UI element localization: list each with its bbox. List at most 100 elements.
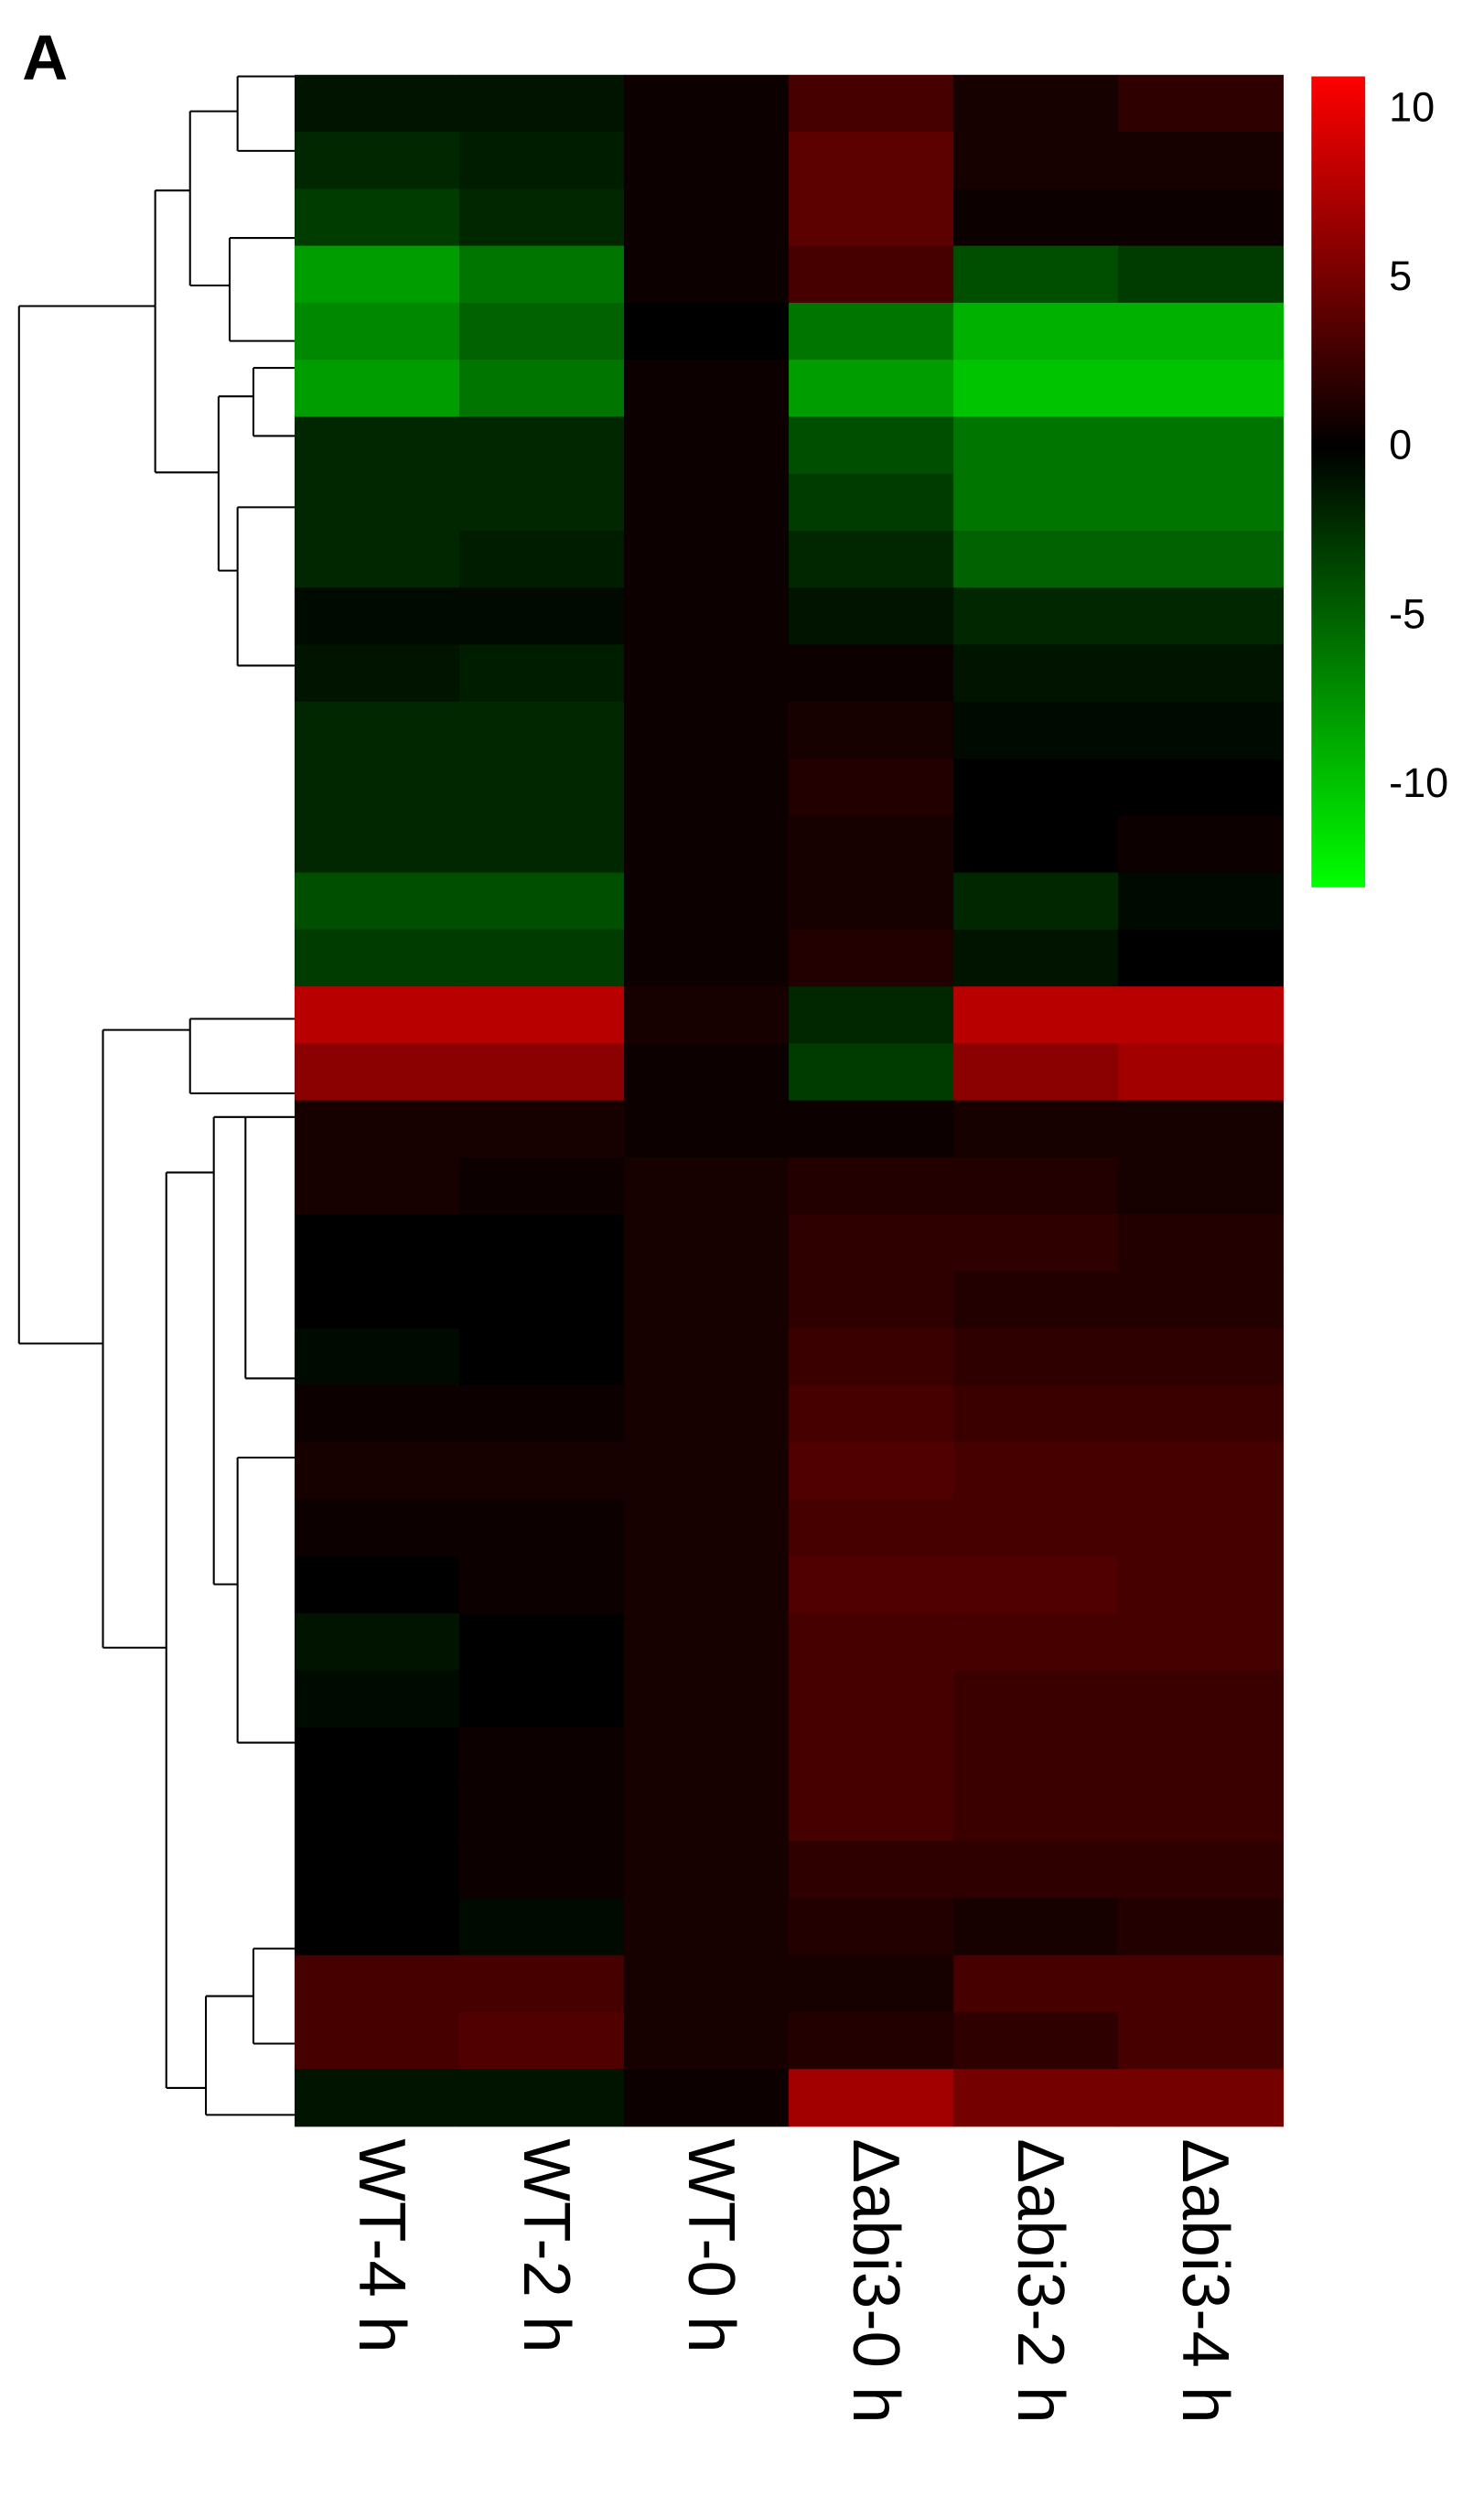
x-tick-label: WT-2 h bbox=[510, 2138, 584, 2352]
heatmap-cell bbox=[294, 2011, 460, 2071]
heatmap-cell bbox=[624, 1100, 790, 1158]
heatmap-cell bbox=[459, 1954, 625, 2013]
heatmap-cell bbox=[459, 360, 625, 418]
colorbar-tick-label: -10 bbox=[1389, 759, 1448, 806]
heatmap-cell bbox=[294, 188, 460, 247]
heatmap-cell bbox=[953, 1898, 1119, 1956]
heatmap-cell bbox=[624, 1841, 790, 1900]
heatmap-cell bbox=[1118, 416, 1285, 475]
heatmap-cell bbox=[953, 416, 1119, 475]
heatmap-cell bbox=[953, 644, 1119, 703]
heatmap-cell bbox=[953, 701, 1119, 759]
heatmap-cell bbox=[294, 759, 460, 817]
heatmap-cell bbox=[459, 815, 625, 874]
heatmap-cell bbox=[1118, 759, 1285, 817]
heatmap-cell bbox=[789, 2069, 954, 2127]
heatmap-cell bbox=[1118, 1783, 1285, 1843]
heatmap-cell bbox=[459, 245, 625, 304]
heatmap-cell bbox=[294, 1555, 460, 1614]
heatmap-cell bbox=[953, 986, 1119, 1045]
colorbar-tick-label: 0 bbox=[1389, 422, 1412, 468]
heatmap-cell bbox=[624, 1157, 790, 1216]
colorbar bbox=[1311, 76, 1366, 888]
heatmap-cell bbox=[459, 1555, 625, 1614]
heatmap-cell bbox=[294, 1727, 460, 1785]
x-tick-label: WT-4 h bbox=[345, 2138, 419, 2352]
heatmap-cell bbox=[1118, 302, 1285, 361]
heatmap-cell bbox=[459, 530, 625, 589]
heatmap-cell bbox=[294, 530, 460, 589]
heatmap-cell bbox=[789, 815, 954, 874]
heatmap-cell bbox=[459, 1670, 625, 1728]
heatmap-cell bbox=[789, 302, 954, 361]
heatmap-cell bbox=[459, 929, 625, 987]
heatmap-cell bbox=[459, 132, 625, 190]
heatmap-cell bbox=[624, 1954, 790, 2013]
heatmap-cell bbox=[1118, 929, 1285, 987]
heatmap-cell bbox=[789, 360, 954, 418]
panel-label: A bbox=[22, 22, 68, 93]
heatmap-cell bbox=[624, 986, 790, 1045]
heatmap-cell bbox=[624, 1727, 790, 1785]
heatmap-cell bbox=[953, 1214, 1119, 1273]
heatmap-cell bbox=[953, 132, 1119, 190]
heatmap-cell bbox=[1118, 587, 1285, 646]
heatmap-cell bbox=[294, 245, 460, 304]
heatmap-cell bbox=[1118, 1100, 1285, 1158]
heatmap-cell bbox=[459, 74, 625, 133]
heatmap-cell bbox=[294, 1841, 460, 1900]
heatmap-cell bbox=[953, 1555, 1119, 1614]
heatmap-cell bbox=[624, 1898, 790, 1956]
heatmap-cell bbox=[789, 1555, 954, 1614]
heatmap-cell bbox=[1118, 530, 1285, 589]
heatmap-cell bbox=[953, 1954, 1119, 2013]
heatmap-cell bbox=[294, 1157, 460, 1216]
x-tick-label: Δabi3-2 h bbox=[1004, 2138, 1078, 2423]
heatmap-cell bbox=[294, 473, 460, 532]
heatmap-cell bbox=[294, 1271, 460, 1329]
heatmap-cell bbox=[294, 1499, 460, 1557]
heatmap-cell bbox=[624, 188, 790, 247]
heatmap-cell bbox=[1118, 1157, 1285, 1216]
heatmap-cell bbox=[294, 587, 460, 646]
heatmap bbox=[294, 74, 1285, 2127]
heatmap-cell bbox=[294, 1100, 460, 1158]
heatmap-cell bbox=[294, 701, 460, 759]
heatmap-cell bbox=[459, 1898, 625, 1956]
heatmap-cell bbox=[459, 872, 625, 931]
heatmap-cell bbox=[459, 1157, 625, 1216]
heatmap-cell bbox=[953, 587, 1119, 646]
heatmap-cell bbox=[789, 1898, 954, 1956]
heatmap-cell bbox=[459, 1499, 625, 1557]
heatmap-cell bbox=[294, 872, 460, 931]
heatmap-cell bbox=[789, 986, 954, 1045]
heatmap-cell bbox=[624, 872, 790, 931]
heatmap-cell bbox=[624, 1328, 790, 1386]
heatmap-cell bbox=[789, 1100, 954, 1158]
heatmap-cell bbox=[789, 1954, 954, 2013]
heatmap-cell bbox=[294, 815, 460, 874]
heatmap-cell bbox=[953, 74, 1119, 133]
heatmap-cell bbox=[294, 644, 460, 703]
heatmap-cell bbox=[1118, 360, 1285, 418]
heatmap-cell bbox=[789, 587, 954, 646]
heatmap-cell bbox=[789, 132, 954, 190]
heatmap-cell bbox=[294, 1442, 460, 1501]
heatmap-cell bbox=[953, 872, 1119, 931]
heatmap-cell bbox=[789, 1328, 954, 1386]
heatmap-cell bbox=[459, 1271, 625, 1329]
heatmap-cell bbox=[459, 644, 625, 703]
heatmap-cell bbox=[624, 132, 790, 190]
heatmap-cell bbox=[624, 530, 790, 589]
dendrogram bbox=[17, 75, 295, 2116]
heatmap-cell bbox=[789, 188, 954, 247]
heatmap-cell bbox=[789, 1613, 954, 1672]
heatmap-cell bbox=[294, 302, 460, 361]
heatmap-cell bbox=[459, 759, 625, 817]
heatmap-cell bbox=[459, 1384, 625, 1444]
heatmap-cell bbox=[459, 302, 625, 361]
heatmap-cell bbox=[789, 1043, 954, 1102]
heatmap-cell bbox=[789, 1727, 954, 1785]
